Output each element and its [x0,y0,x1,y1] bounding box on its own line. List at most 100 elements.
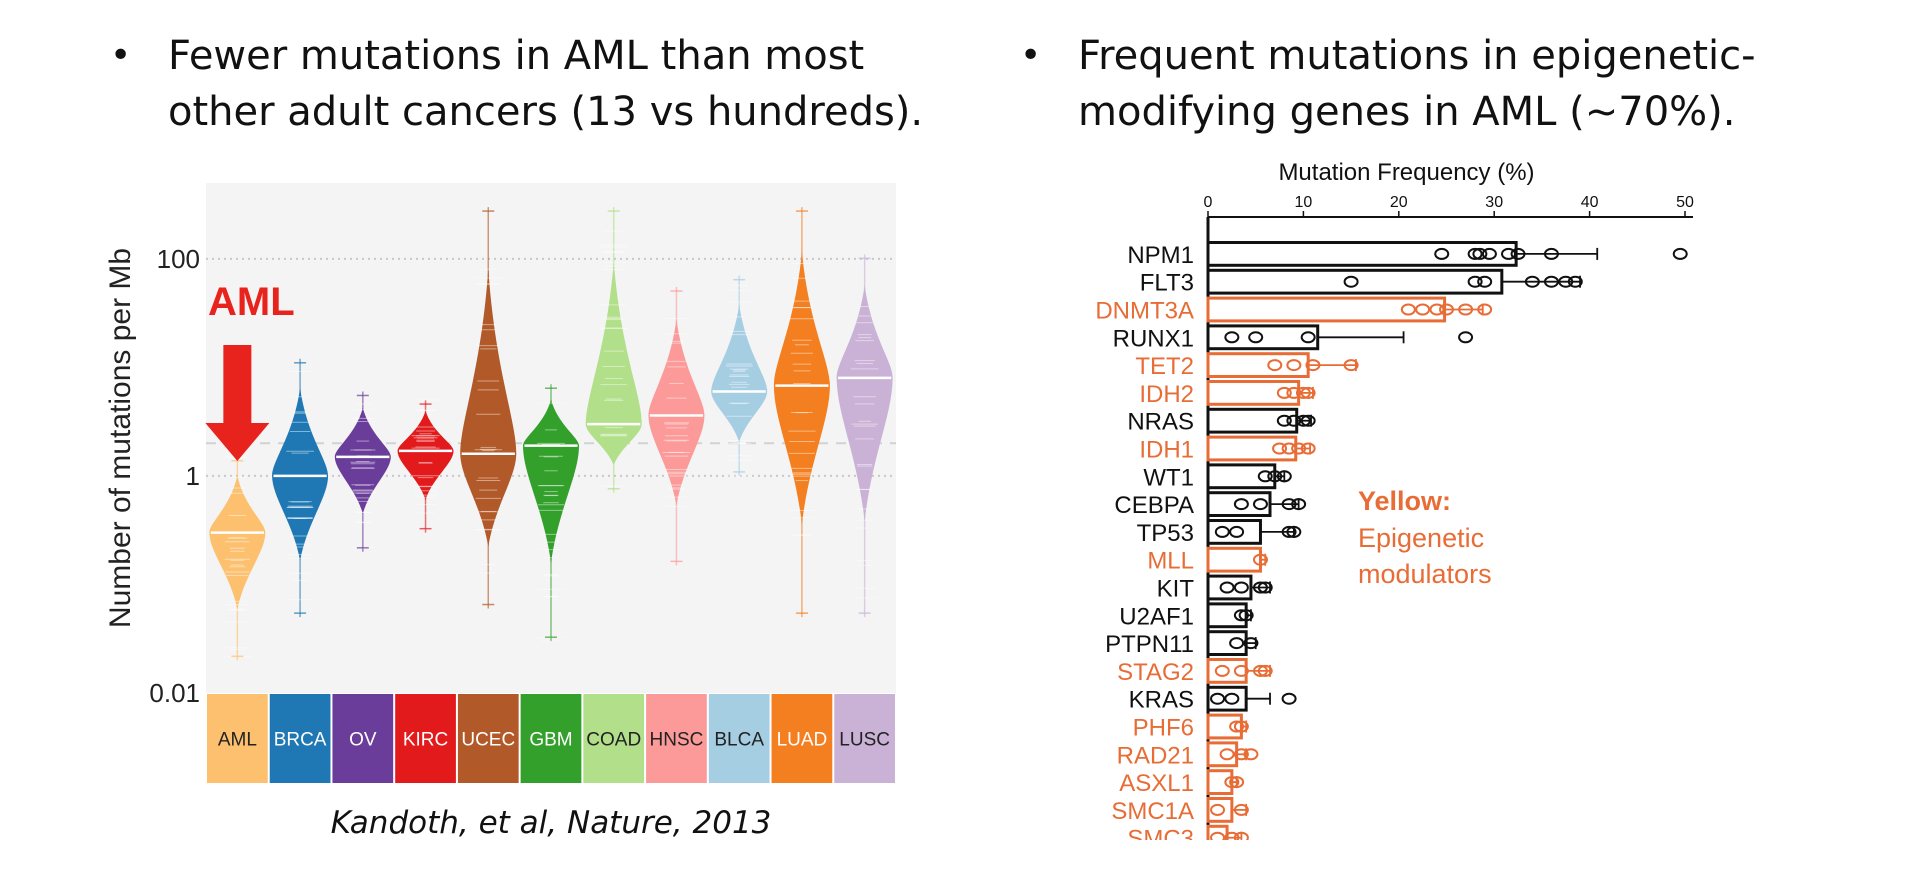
data-point [1229,720,1245,733]
data-point [1286,414,1302,427]
bar-row-kit [1206,574,1273,601]
data-point [1252,664,1268,677]
category-cell-ov [332,694,394,783]
x-tick-label: 10 [1295,194,1313,211]
legend-title: Yellow: [1358,486,1451,516]
data-point [1243,748,1259,761]
gene-label: DNMT3A [1095,298,1194,325]
bar [1206,296,1447,323]
data-point [1510,247,1526,260]
violin-gbm [523,384,579,642]
data-point [1276,386,1292,399]
data-point [1295,414,1311,427]
data-point [1343,359,1359,372]
gene-label: FLT3 [1140,270,1194,297]
data-point [1429,303,1445,316]
bar [1206,324,1320,351]
bar-row-tp53 [1206,519,1302,545]
x-tick-label: 20 [1390,194,1408,211]
data-point [1257,581,1273,594]
bar-row-idh2 [1206,380,1316,406]
violin-coad [585,207,642,493]
category-cell-lusc [834,694,895,783]
data-point [1233,609,1249,622]
gene-label: CEBPA [1114,492,1194,519]
gene-label: SMC3 [1127,826,1194,840]
bar [1206,241,1518,267]
data-point [1252,581,1268,594]
legend-line2: modulators [1358,559,1492,589]
data-point [1477,275,1493,288]
data-point [1481,247,1497,260]
bar [1206,546,1262,573]
gene-label: STAG2 [1117,659,1194,686]
bar-row-flt3 [1206,268,1583,295]
data-point [1219,748,1235,761]
bar-row-phf6 [1206,713,1249,740]
gene-label: PHF6 [1133,715,1194,742]
bar [1206,685,1248,712]
bar-row-stag2 [1206,658,1273,684]
data-point [1276,470,1292,483]
x-tick-label: 0 [1204,194,1213,211]
data-point [1272,442,1288,455]
data-point [1267,470,1283,483]
violin-body [460,268,517,547]
bar [1206,769,1234,795]
violin-body [711,304,768,443]
bar-row-tet2 [1206,352,1359,378]
bar-row-asxl1 [1206,769,1245,795]
gene-label: PTPN11 [1105,631,1194,658]
bar-row-npm1 [1206,241,1688,267]
violin-body [836,285,893,522]
bar [1206,797,1234,823]
bar-row-idh1 [1206,435,1316,462]
bar [1206,713,1243,740]
data-point [1286,386,1302,399]
data-point [1286,525,1302,538]
aml-annotation-label: AML [208,280,295,324]
data-point [1458,331,1474,344]
data-point [1219,581,1235,594]
category-label: KIRC [403,730,448,751]
data-point [1291,442,1307,455]
bar [1206,519,1262,545]
violin-body [648,319,705,506]
data-point [1233,803,1249,816]
data-point [1291,498,1307,511]
category-cell-ucec [457,694,519,783]
data-point [1672,247,1688,260]
violin-ov [334,391,391,552]
data-point [1233,720,1249,733]
category-cell-luad [771,694,833,783]
data-point [1400,303,1416,316]
gene-label: ASXL1 [1119,770,1194,797]
data-point [1467,275,1483,288]
bullet-dot-icon: • [110,35,132,76]
bar-row-nras [1206,407,1316,434]
data-point [1286,359,1302,372]
bar [1206,268,1504,295]
violin-body [523,399,579,564]
bar [1206,741,1239,768]
category-cell-brca [269,694,331,783]
mutation-frequency-chart: Mutation Frequency (%) 0 10 20 30 40 50 NPM1FL… [1095,159,1694,840]
data-point [1257,664,1273,677]
data-point [1281,525,1297,538]
gene-label: NRAS [1127,409,1194,436]
data-point [1477,303,1493,316]
violin-chart: AML BRCA OV KIRC UCEC GBM COAD HNSC BLCA LUAD LUSC… [104,183,896,783]
y-axis-label: Number of mutations per Mb [104,248,137,628]
data-point [1233,748,1249,761]
data-point [1252,553,1268,566]
data-point [1233,581,1249,594]
data-point [1295,386,1311,399]
data-point [1233,498,1249,511]
violin-body [272,388,329,561]
category-label: COAD [586,730,641,751]
data-point [1233,831,1249,840]
violin-blca [711,275,768,477]
data-point [1567,275,1583,288]
data-point [1214,664,1230,677]
bar [1206,380,1301,406]
